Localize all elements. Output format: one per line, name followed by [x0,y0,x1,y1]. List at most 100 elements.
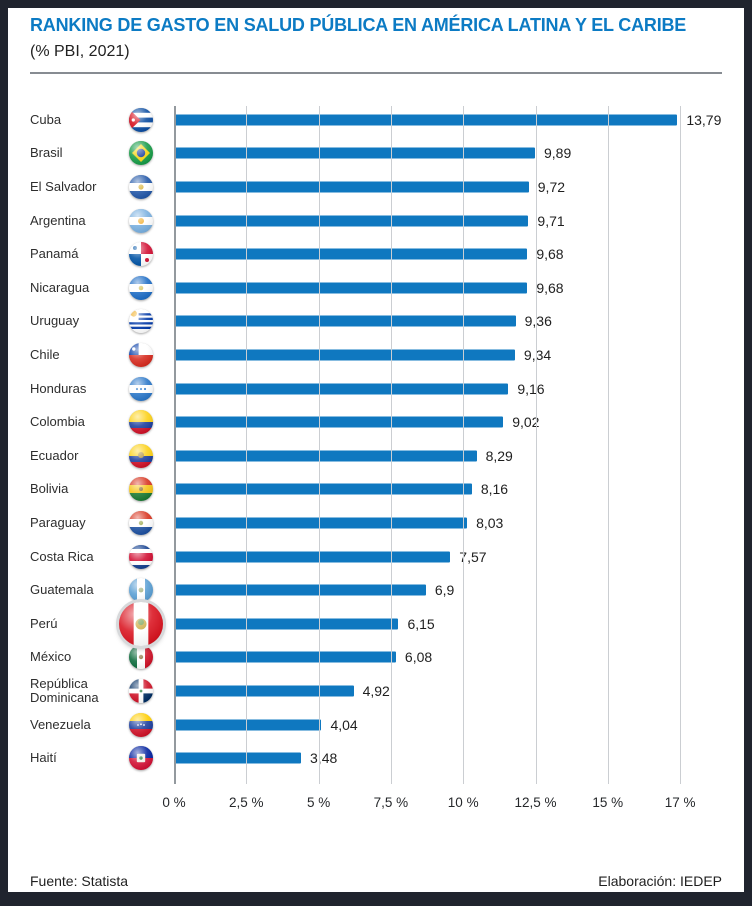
country-label: Guatemala [30,582,94,598]
page-subtitle: (% PBI, 2021) [30,43,130,60]
bar-argentina [174,215,529,227]
bar-dominicana [174,685,354,697]
value-label: 6,9 [434,582,455,599]
bar-costarica [174,551,451,563]
chart-row: Perú 6,15 [8,601,744,646]
gridline [246,106,248,784]
x-axis-tick-label: 0 % [162,795,186,810]
chart-row: Guatemala 6,9 [8,573,744,607]
x-axis-tick-label: 12,5 % [514,795,557,810]
value-label: 3,48 [310,750,338,767]
gridline [318,106,320,784]
chart-row: Uruguay 9,36 [8,305,744,339]
flag-brasil-icon [129,141,153,166]
chart-row: Chile 9,34 [8,338,744,372]
value-label: 9,34 [523,346,552,363]
footer-elaboration: Elaboración: IEDEP [598,873,722,889]
value-label: 13,79 [686,111,722,128]
axis-zero-line [174,106,176,784]
country-label: Cuba [30,111,62,127]
value-label: 9,36 [524,313,552,330]
chart-rows: Cuba 13,79 Brasil 9,89 El Salvador 9,72 Argent… [8,103,744,781]
flag-venezuela-icon [129,712,153,737]
bar-guatemala [174,584,426,596]
chart-row: Costa Rica 7,57 [8,540,744,574]
chart-row: Venezuela 4,04 [8,708,744,742]
value-label: 9,89 [543,145,572,162]
flag-colombia-icon [129,410,153,435]
value-label: 9,02 [512,414,540,431]
country-label: Chile [30,346,60,362]
chart-row: Brasil 9,89 [8,137,744,171]
bar-chart: Cuba 13,79 Brasil 9,89 El Salvador 9,72 Argent… [8,106,744,818]
x-axis-tick-label: 10 % [447,795,479,810]
flag-costarica-icon [129,544,153,569]
bar-bolivia [174,483,472,495]
header: RANKING DE GASTO EN SALUD PÚBLICA EN AMÉ… [30,14,722,61]
country-label: República Dominicana [30,675,99,705]
country-label: Argentina [30,212,86,228]
flag-peru-icon [119,601,163,646]
chart-row: Argentina 9,71 [8,204,744,238]
x-axis-tick-label: 15 % [592,795,624,810]
chart-row: El Salvador 9,72 [8,170,744,204]
flag-uruguay-icon [129,309,153,334]
infographic-content: RANKING DE GASTO EN SALUD PÚBLICA EN AMÉ… [8,14,744,892]
bar-venezuela [174,719,322,731]
value-label: 6,08 [404,649,433,666]
country-label: Nicaragua [30,279,90,295]
x-axis-tick-label: 2,5 % [229,795,264,810]
x-axis-tick-label: 17 % [664,795,696,810]
chart-row: México 6,08 [8,641,744,675]
flag-ecuador-icon [129,443,153,468]
country-label: Perú [30,615,58,631]
chart-row: Nicaragua 9,68 [8,271,744,305]
chart-row: Honduras 9,16 [8,372,744,406]
gridline [463,106,465,784]
country-label: Brasil [30,145,63,161]
value-label: 8,16 [480,481,509,498]
flag-dominicana-icon [129,678,153,703]
country-label: El Salvador [30,178,97,194]
chart-row: Colombia 9,02 [8,405,744,439]
country-label: Venezuela [30,716,91,732]
value-label: 7,57 [459,548,487,565]
gridline [607,106,609,784]
flag-mexico-icon [129,645,153,670]
x-axis-tick-label: 7,5 % [373,795,409,810]
country-label: Costa Rica [30,548,94,564]
value-label: 9,16 [517,380,545,397]
chart-row: Panamá 9,68 [8,237,744,271]
bar-chile [174,349,515,361]
chart-row: Bolivia 8,16 [8,473,744,507]
bar-mexico [174,651,396,663]
flag-cuba-icon [129,107,153,132]
gridline [535,106,537,784]
country-label: Colombia [30,414,85,430]
value-label: 9,71 [537,212,565,229]
value-label: 8,03 [476,514,504,531]
country-label: Uruguay [30,313,80,329]
gridline [680,106,682,784]
value-label: 9,68 [536,279,564,296]
bar-uruguay [174,315,516,327]
flag-nicaragua-icon [129,275,153,300]
flag-bolivia-icon [129,477,153,502]
country-label: Haití [30,750,57,766]
flag-paraguay-icon [129,510,153,535]
chart-row: Ecuador 8,29 [8,439,744,473]
flag-haiti-icon [129,746,153,771]
country-label: Paraguay [30,514,86,530]
header-divider [30,72,722,74]
bar-elsalvador [174,181,529,193]
bar-nicaragua [174,282,528,294]
value-label: 6,15 [407,615,435,632]
country-label: Ecuador [30,447,79,463]
bar-cuba [174,114,678,126]
bar-honduras [174,383,509,395]
chart-row: República Dominicana 4,92 [8,674,744,708]
bar-colombia [174,416,504,428]
flag-chile-icon [129,342,153,367]
value-label: 8,29 [485,447,513,464]
